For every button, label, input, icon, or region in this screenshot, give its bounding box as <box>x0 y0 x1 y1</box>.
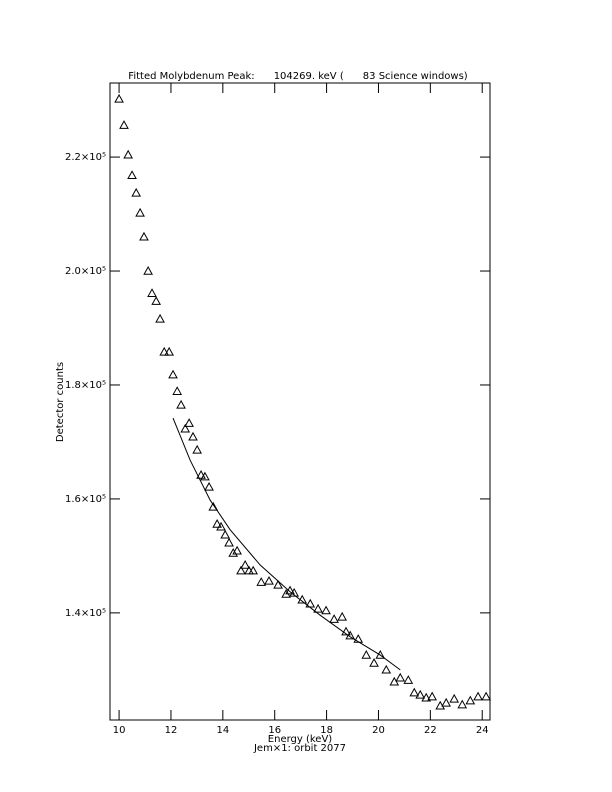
data-point <box>192 444 203 454</box>
data-point <box>421 692 432 702</box>
data-point <box>415 689 426 699</box>
data-point <box>119 120 129 129</box>
data-point <box>224 537 234 547</box>
y-tick-label: 1.4×10⁵ <box>65 608 106 619</box>
plot-frame <box>109 82 491 721</box>
y-tick-label: 1.6×10⁵ <box>65 494 106 505</box>
data-point <box>172 386 183 395</box>
x-tick-label: 20 <box>372 725 385 736</box>
data-point <box>240 559 250 569</box>
data-point <box>216 521 226 531</box>
data-point <box>449 693 460 703</box>
data-point <box>375 650 386 659</box>
data-point <box>127 170 137 180</box>
data-point <box>184 418 194 427</box>
data-point <box>256 577 267 586</box>
y-tick-label: 1.8×10⁵ <box>65 380 106 391</box>
data-point <box>273 579 283 589</box>
data-point <box>143 265 153 275</box>
data-point <box>381 664 392 674</box>
y-tick-label: 2.0×10⁵ <box>65 266 106 277</box>
data-point <box>196 469 206 479</box>
data-point <box>457 699 468 709</box>
x-axis-label-2: Jem×1: orbit 2077 <box>253 743 346 754</box>
x-axis-label: Energy (keV) <box>268 734 333 745</box>
data-point <box>236 565 246 575</box>
data-point <box>220 529 231 539</box>
data-point <box>264 575 274 585</box>
x-tick-label: 24 <box>476 725 489 736</box>
x-tick-label: 22 <box>424 725 437 736</box>
data-point <box>248 565 259 575</box>
data-point <box>395 672 406 682</box>
x-tick-label: 12 <box>165 725 178 736</box>
data-point <box>361 650 372 659</box>
x-tick-label: 16 <box>268 725 281 736</box>
data-point <box>341 626 351 636</box>
data-point <box>188 431 198 441</box>
data-point <box>403 675 414 684</box>
fit-line <box>172 417 401 671</box>
data-point <box>135 207 145 217</box>
data-point <box>114 93 124 103</box>
data-point <box>409 687 420 697</box>
data-point <box>473 691 483 701</box>
data-point <box>313 603 323 613</box>
y-tick-label: 2.2×10⁵ <box>65 152 106 163</box>
data-point <box>369 657 379 667</box>
data-point <box>427 691 438 701</box>
data-point <box>159 346 170 356</box>
data-point <box>204 481 214 491</box>
data-point <box>289 587 300 597</box>
data-point <box>329 614 339 623</box>
data-point <box>180 423 191 433</box>
data-point <box>212 518 222 528</box>
data-point <box>441 697 452 707</box>
data-point <box>208 501 219 511</box>
data-point <box>176 399 186 409</box>
data-point <box>337 611 347 621</box>
data-point <box>465 695 476 705</box>
data-point <box>151 296 162 305</box>
data-point <box>168 369 178 379</box>
data-point <box>353 634 364 643</box>
data-point <box>200 471 210 481</box>
data-point <box>139 231 149 241</box>
chart-title: Fitted Molybdenum Peak: 104269. keV ( 83… <box>128 71 468 82</box>
x-tick-label: 10 <box>113 725 126 736</box>
data-point <box>228 548 239 557</box>
data-point <box>232 545 242 555</box>
y-axis-label: Detector counts <box>55 362 66 442</box>
data-point <box>155 313 165 323</box>
x-tick-label: 18 <box>320 725 333 736</box>
data-point <box>164 346 174 356</box>
data-point <box>147 288 157 297</box>
data-point <box>123 149 134 159</box>
x-tick-label: 14 <box>216 725 229 736</box>
data-point <box>321 605 331 615</box>
data-point <box>481 691 491 701</box>
data-point <box>131 187 142 197</box>
